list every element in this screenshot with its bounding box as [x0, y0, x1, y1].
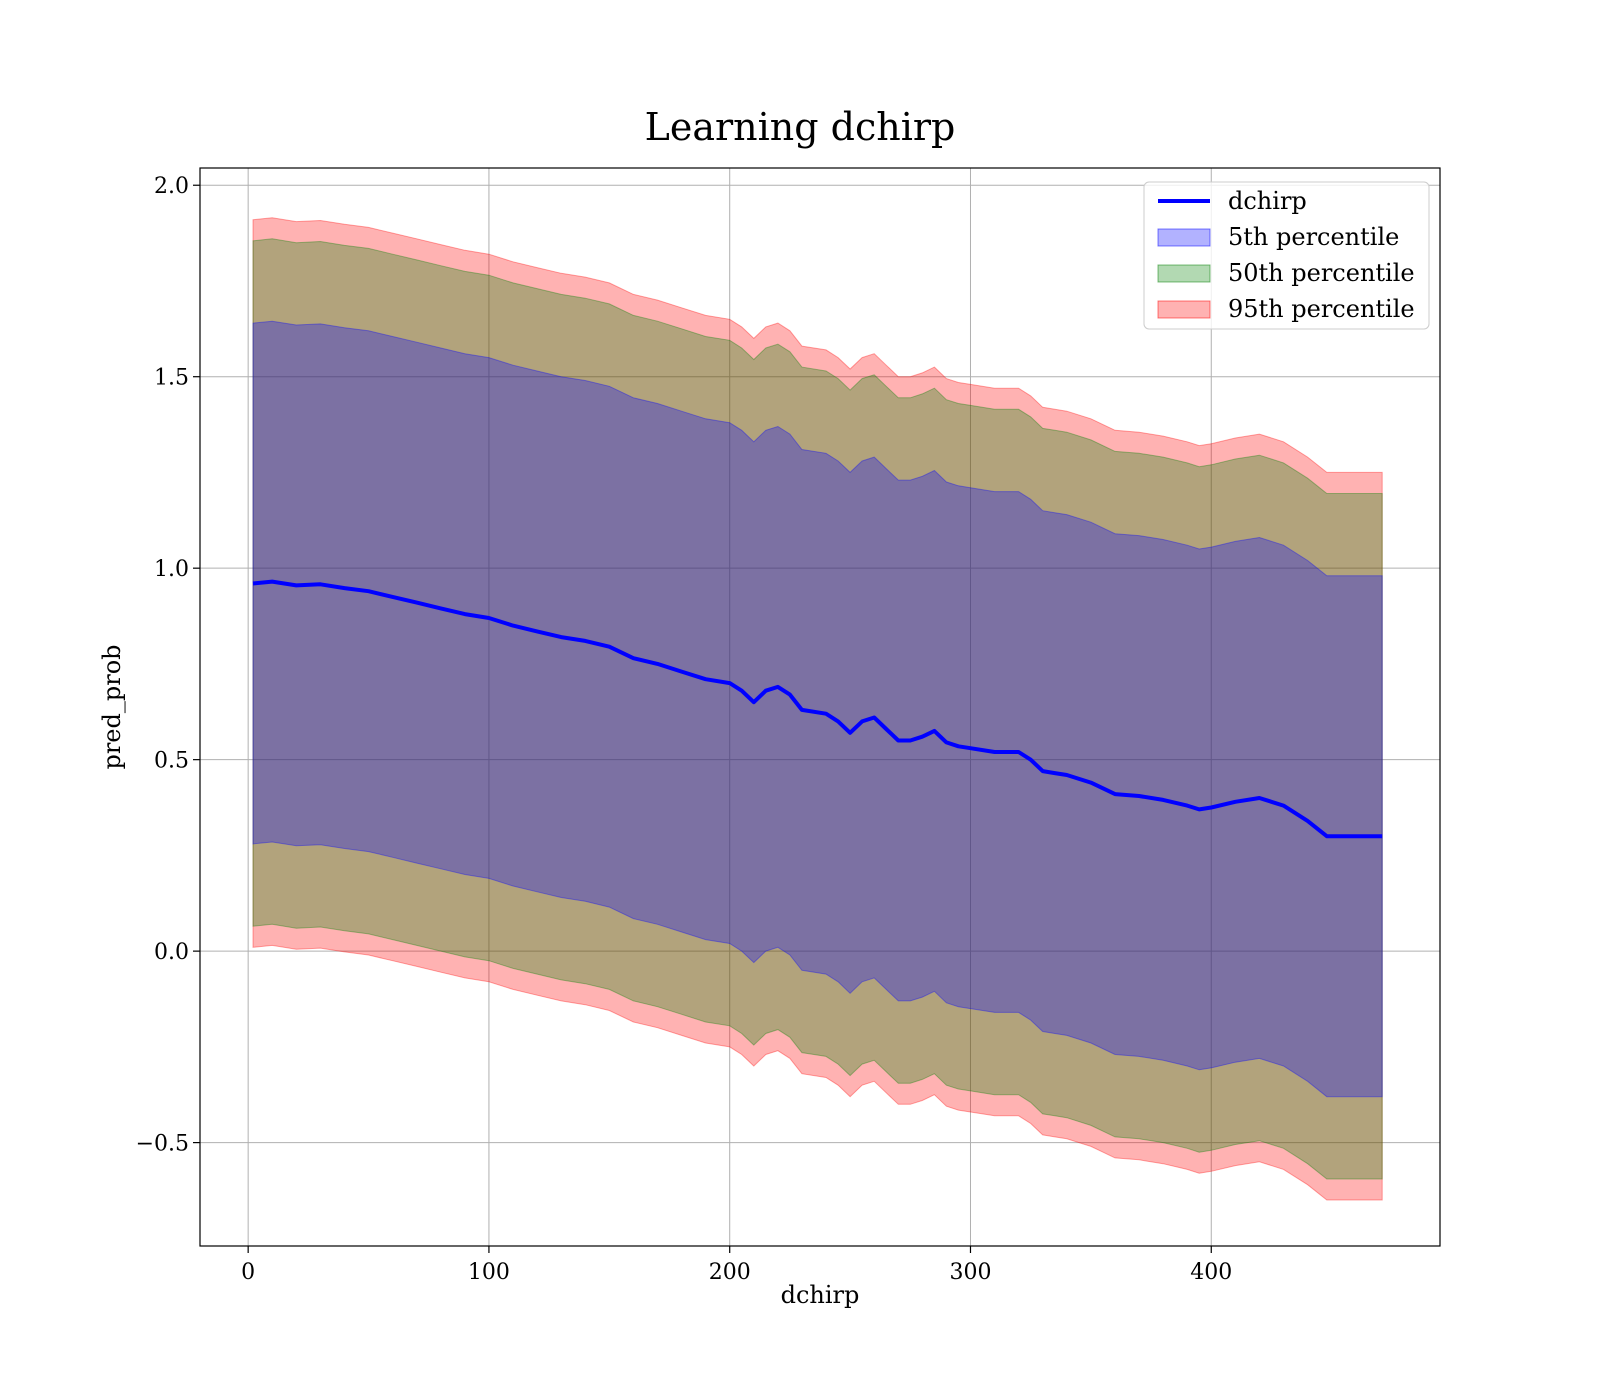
y-tick-label: 2.0 [154, 174, 189, 199]
legend-swatch-50th-percentile [1157, 264, 1211, 283]
legend-label-50th-percentile: 50th percentile [1228, 259, 1415, 287]
legend-swatch-5th-percentile [1157, 228, 1211, 247]
x-tick-label: 300 [949, 1260, 991, 1285]
x-tick-label: 200 [709, 1260, 751, 1285]
legend-label-dchirp: dchirp [1228, 187, 1307, 215]
plot-frame [199, 167, 1441, 1247]
y-axis-label: pred_prob [98, 644, 126, 769]
axis-ticks: 0 100 200 300 400 −0.5 0.0 0.5 1.0 1.5 2.0 [136, 174, 1233, 1285]
x-tick-label: 100 [468, 1260, 510, 1285]
y-tick-label: 0.0 [154, 940, 189, 965]
x-axis-label: dchirp [781, 1281, 860, 1309]
y-tick-label: 0.5 [154, 749, 189, 774]
legend-label-5th-percentile: 5th percentile [1228, 223, 1399, 251]
legend-swatch-95th-percentile [1157, 300, 1211, 319]
legend-label-95th-percentile: 95th percentile [1228, 295, 1415, 323]
legend: dchirp 5th percentile 50th percentile 95th … [1143, 181, 1430, 330]
chart-title: Learning dchirp [645, 105, 956, 149]
percentile-bands [252, 217, 1383, 1201]
series-lines [252, 579, 1383, 839]
grid [200, 168, 1440, 1246]
line-dchirp [252, 579, 1383, 839]
y-tick-label: 1.5 [154, 366, 189, 391]
legend-box [1143, 181, 1430, 330]
x-tick-label: 0 [241, 1260, 255, 1285]
band-5th-percentile [252, 320, 1383, 1098]
y-tick-label: 1.0 [154, 557, 189, 582]
band-50th-percentile [252, 238, 1383, 1180]
x-tick-label: 400 [1190, 1260, 1232, 1285]
y-tick-label: −0.5 [136, 1132, 189, 1157]
band-95th-percentile [252, 217, 1383, 1201]
